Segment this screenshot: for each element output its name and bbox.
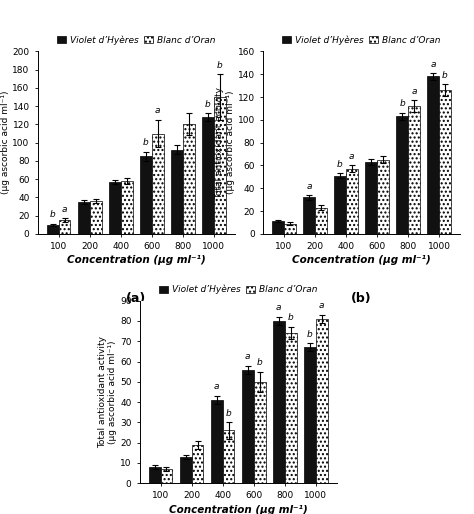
Bar xyxy=(121,181,133,234)
Bar xyxy=(183,124,195,234)
Text: (a): (a) xyxy=(126,292,146,305)
Text: a: a xyxy=(214,382,219,392)
Bar xyxy=(346,169,358,234)
Text: a: a xyxy=(430,60,436,68)
Bar xyxy=(242,370,254,483)
Bar xyxy=(439,90,451,234)
Bar xyxy=(140,156,152,234)
Y-axis label: Total antioxidant activity
(μg ascorbic acid ml⁻¹): Total antioxidant activity (μg ascorbic … xyxy=(0,87,9,198)
Bar xyxy=(152,134,164,234)
Bar xyxy=(408,106,420,234)
Bar xyxy=(273,321,285,483)
Bar xyxy=(161,469,173,483)
Text: (b): (b) xyxy=(351,292,372,305)
Bar xyxy=(315,208,327,234)
Bar xyxy=(304,347,316,483)
Bar xyxy=(202,117,214,234)
Text: b: b xyxy=(217,61,223,69)
Text: a: a xyxy=(349,152,355,161)
Text: b: b xyxy=(50,210,55,219)
Text: a: a xyxy=(276,303,282,313)
Bar xyxy=(303,197,315,234)
Bar xyxy=(427,77,439,234)
Bar xyxy=(254,382,265,483)
Bar xyxy=(109,182,121,234)
Y-axis label: Total antioxidant activity
(μg ascorbic acid ml⁻¹): Total antioxidant activity (μg ascorbic … xyxy=(98,336,117,448)
Bar xyxy=(180,457,191,483)
Text: a: a xyxy=(411,87,417,96)
Bar xyxy=(47,225,59,234)
X-axis label: Concentration (μg ml⁻¹): Concentration (μg ml⁻¹) xyxy=(67,255,206,265)
Text: b: b xyxy=(307,329,313,339)
Legend: Violet d’Hyères, Blanc d’Oran: Violet d’Hyères, Blanc d’Oran xyxy=(57,35,215,45)
Text: b: b xyxy=(205,100,211,109)
Text: b: b xyxy=(143,138,149,147)
Bar xyxy=(396,116,408,234)
Legend: Violet d’Hyères, Blanc d’Oran: Violet d’Hyères, Blanc d’Oran xyxy=(159,285,317,295)
Text: a: a xyxy=(62,205,67,214)
Bar xyxy=(285,333,297,483)
Bar xyxy=(211,400,223,483)
Text: b: b xyxy=(288,314,293,322)
Bar xyxy=(316,319,328,483)
Bar xyxy=(284,224,296,234)
Bar xyxy=(377,160,389,234)
Bar xyxy=(171,150,183,234)
Legend: Violet d’Hyères, Blanc d’Oran: Violet d’Hyères, Blanc d’Oran xyxy=(283,35,440,45)
Bar xyxy=(191,445,203,483)
Text: a: a xyxy=(155,106,160,115)
Text: a: a xyxy=(306,181,312,191)
X-axis label: Concentration (μg ml⁻¹): Concentration (μg ml⁻¹) xyxy=(169,505,308,514)
X-axis label: Concentration (μg ml⁻¹): Concentration (μg ml⁻¹) xyxy=(292,255,431,265)
Bar xyxy=(365,162,377,234)
Bar xyxy=(223,430,235,483)
Text: b: b xyxy=(399,99,405,108)
Bar xyxy=(272,222,284,234)
Bar xyxy=(214,97,226,234)
Y-axis label: Total antioxidant activity
(μg ascorbic acid ml⁻¹): Total antioxidant activity (μg ascorbic … xyxy=(215,87,235,198)
Bar xyxy=(149,467,161,483)
Text: b: b xyxy=(337,160,343,169)
Bar xyxy=(90,201,101,234)
Text: b: b xyxy=(442,71,448,80)
Text: b: b xyxy=(257,358,263,367)
Bar xyxy=(334,176,346,234)
Text: b: b xyxy=(226,409,231,418)
Text: a: a xyxy=(245,352,251,361)
Bar xyxy=(59,220,71,234)
Bar xyxy=(78,202,90,234)
Text: a: a xyxy=(319,301,324,310)
